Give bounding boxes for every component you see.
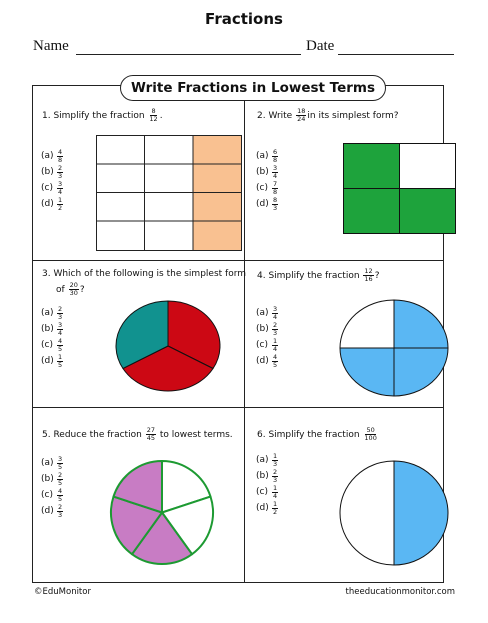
question-6-options: (a) 1 3 (b) 2 3 (c) 1 4 (d) 1 2 [256,452,279,516]
option-d[interactable]: (d) 8 3 [256,195,279,212]
option-c[interactable]: (c) 7 8 [256,179,279,196]
option-b[interactable]: (b) 3 4 [41,320,64,337]
option-d[interactable]: (d) 2 3 [41,502,64,519]
quarter-4 [339,299,395,349]
option-d[interactable]: (d) 1 2 [256,499,279,516]
question-1-options: (a) 4 8 (b) 2 3 (c) 3 4 (d) 1 2 [41,148,64,212]
option-a[interactable]: (a) 4 8 [41,147,64,164]
option-a[interactable]: (a) 2 3 [41,304,64,321]
name-label: Name [33,38,69,54]
fifth-4 [110,495,163,556]
square-shaded-1 [343,143,400,189]
question-2-fraction: 18 24 [296,107,307,123]
question-1: 1. Simplify the fraction 8 12. [42,107,163,123]
option-c[interactable]: (c) 4 5 [41,336,64,353]
date-label: Date [306,38,335,54]
date-line[interactable] [338,54,454,55]
square-shaded-3 [399,188,456,234]
question-6: 6. Simplify the fraction 50 100 [257,427,379,442]
column-divider [244,85,245,583]
option-c[interactable]: (c) 1 4 [256,336,279,353]
question-6-fraction: 50 100 [364,426,377,442]
quarter-3 [339,347,395,397]
worksheet-title: Fractions [205,10,283,28]
question-1-text: 1. Simplify the fraction [42,111,145,121]
row-divider-1 [32,260,444,261]
question-4-fraction: 12 16 [363,267,374,283]
fifth-3 [131,511,193,565]
name-line[interactable] [76,54,301,55]
question-2-text: 2. Write [257,111,293,121]
grid-figure [96,135,242,251]
question-3-fraction: 20 30 [68,281,79,297]
question-2: 2. Write 18 24 in its simplest form? [257,107,399,123]
question-3-text: 3. Which of the following is the simples… [42,269,247,279]
question-2-options: (a) 6 8 (b) 3 4 (c) 7 8 (d) 8 3 [256,148,279,212]
fifth-2 [161,495,214,556]
option-b[interactable]: (b) 2 3 [256,467,279,484]
question-4-text: 4. Simplify the fraction [257,271,360,281]
question-1-fraction: 8 12 [149,107,158,123]
question-5-fraction: 27 45 [145,426,156,442]
option-d[interactable]: (d) 4 5 [256,352,279,369]
option-c[interactable]: (c) 1 4 [256,483,279,500]
square-figure [343,143,456,234]
question-6-text: 6. Simplify the fraction [257,430,360,440]
option-b[interactable]: (b) 3 4 [256,163,279,180]
pie-slice-2 [122,345,214,392]
pie-figure-halves [339,460,449,566]
fifth-5 [112,460,163,514]
square-unshaded [399,143,456,189]
option-c[interactable]: (c) 3 4 [41,179,64,196]
option-c[interactable]: (c) 4 5 [41,486,64,503]
pie-slice-3 [115,300,169,370]
pie-figure-thirds [115,300,221,392]
question-3: 3. Which of the following is the simples… [42,269,247,297]
pie-figure-quarters [339,299,449,397]
option-a[interactable]: (a) 6 8 [256,147,279,164]
half-unshaded [339,460,395,566]
pie-figure-fifths [110,460,214,565]
question-3-options: (a) 2 3 (b) 3 4 (c) 4 5 (d) 1 5 [41,305,64,369]
option-a[interactable]: (a) 1 3 [256,451,279,468]
footer-website[interactable]: theeducationmonitor.com [345,587,455,597]
quarter-2 [393,347,449,397]
option-a[interactable]: (a) 3 4 [256,304,279,321]
option-d[interactable]: (d) 1 2 [41,195,64,212]
question-5-text: 5. Reduce the fraction [42,430,142,440]
option-d[interactable]: (d) 1 5 [41,352,64,369]
footer-copyright: ©EduMonitor [34,587,91,597]
option-a[interactable]: (a) 3 5 [41,454,64,471]
option-b[interactable]: (b) 2 3 [256,320,279,337]
quarter-1 [393,299,449,349]
square-shaded-2 [343,188,400,234]
question-5: 5. Reduce the fraction 27 45 to lowest te… [42,426,233,442]
question-4-options: (a) 3 4 (b) 2 3 (c) 1 4 (d) 4 5 [256,305,279,369]
half-shaded [393,460,449,566]
row-divider-2 [32,407,444,408]
option-b[interactable]: (b) 2 5 [41,470,64,487]
question-5-options: (a) 3 5 (b) 2 5 (c) 4 5 (d) 2 3 [41,455,64,519]
pie-slice-1 [167,300,221,370]
section-banner: Write Fractions in Lowest Terms [120,75,386,101]
option-b[interactable]: (b) 2 3 [41,163,64,180]
question-4: 4. Simplify the fraction 12 16? [257,267,380,283]
